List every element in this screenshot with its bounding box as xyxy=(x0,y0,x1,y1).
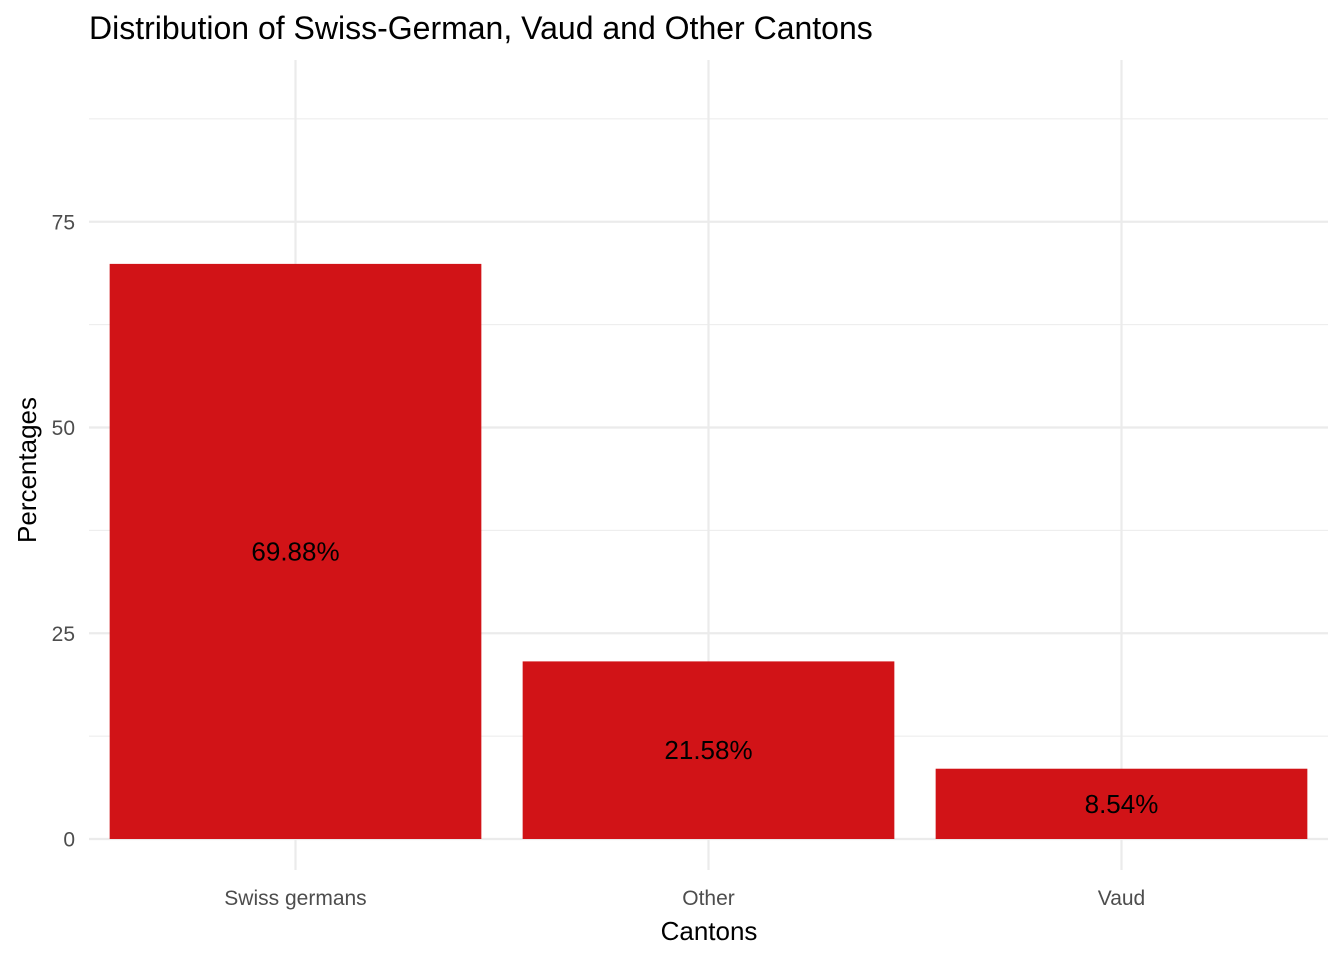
y-axis-title: Percentages xyxy=(12,397,42,543)
bar-swiss-germans xyxy=(109,263,482,840)
y-tick-label: 50 xyxy=(52,417,75,440)
bar-vaud xyxy=(935,768,1308,839)
bar-value-label: 21.58% xyxy=(664,735,752,765)
bars xyxy=(109,263,1308,840)
x-tick-label: Other xyxy=(682,887,735,910)
x-tick-label: Vaud xyxy=(1098,887,1146,910)
bar-value-label: 8.54% xyxy=(1085,789,1159,819)
bar-other xyxy=(522,661,895,839)
data-labels: 69.88% 21.58% 8.54% xyxy=(251,536,1158,818)
x-tick-label: Swiss germans xyxy=(224,887,366,910)
y-tick-label: 25 xyxy=(52,623,75,646)
x-axis-title: Cantons xyxy=(661,916,758,946)
x-axis-ticks: Swiss germans Other Vaud xyxy=(224,887,1145,910)
y-tick-label: 75 xyxy=(52,211,75,234)
y-tick-label: 0 xyxy=(63,829,75,852)
y-axis-ticks: 0 25 50 75 xyxy=(52,211,75,851)
bar-value-label: 69.88% xyxy=(251,536,339,566)
chart-title: Distribution of Swiss-German, Vaud and O… xyxy=(89,10,873,46)
